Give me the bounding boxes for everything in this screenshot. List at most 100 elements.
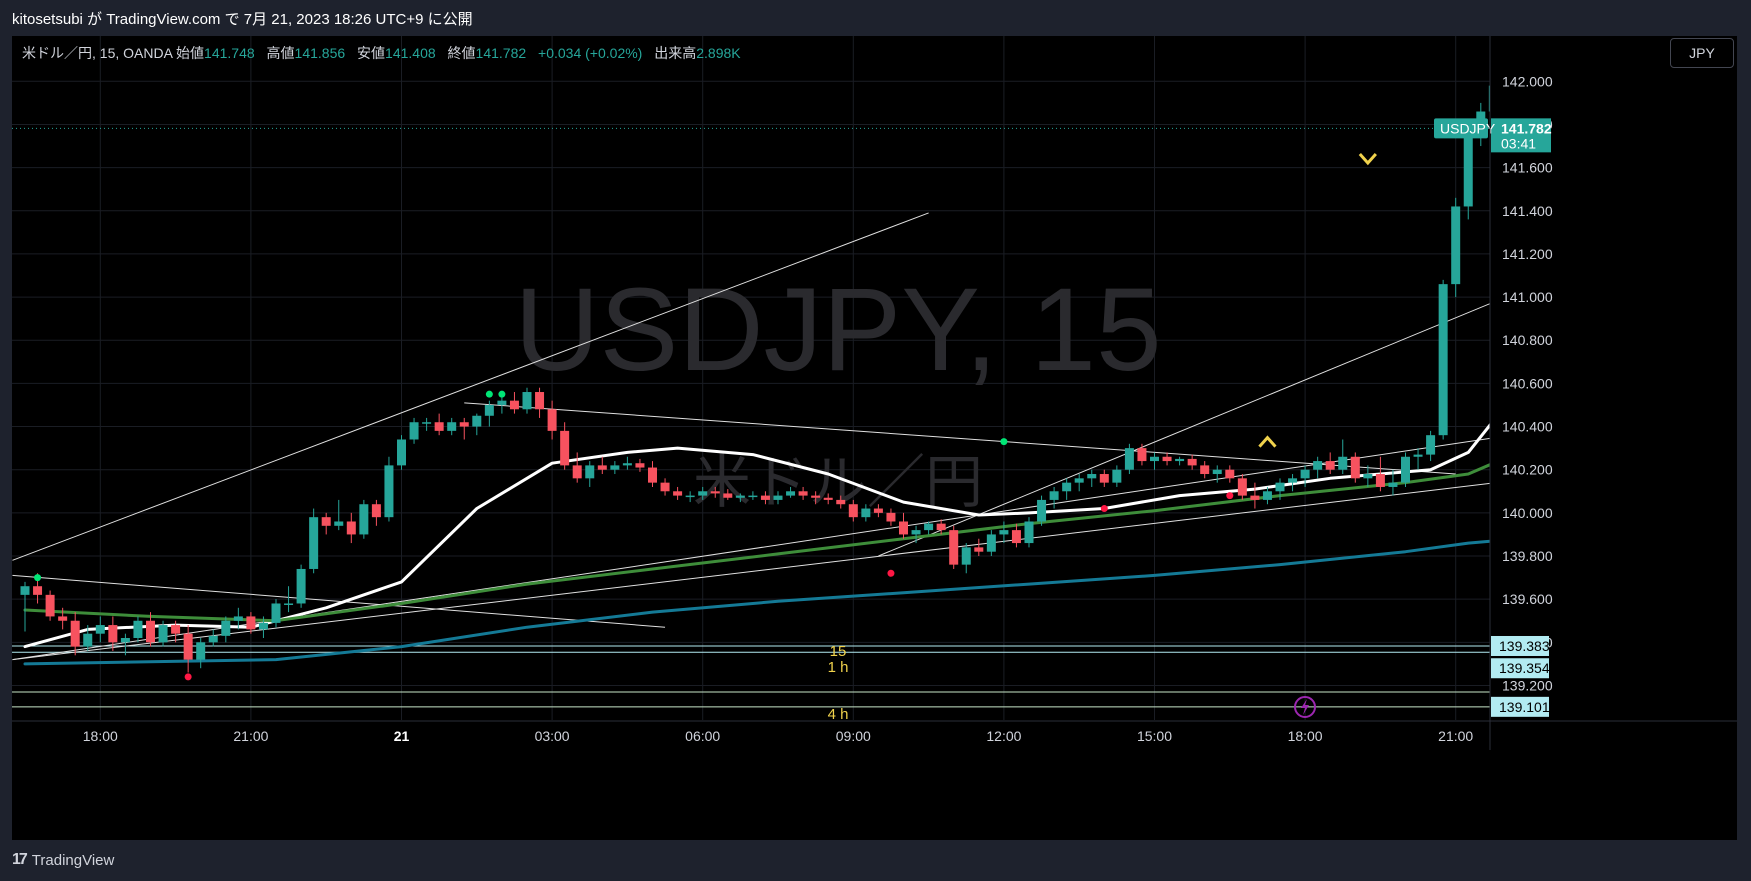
candle[interactable] [271, 599, 281, 628]
candle[interactable] [911, 525, 921, 544]
candle[interactable] [1375, 456, 1385, 492]
lightning-icon[interactable] [1294, 696, 1316, 718]
candle[interactable] [1463, 133, 1473, 220]
candle[interactable] [1250, 482, 1260, 509]
candle[interactable] [1049, 486, 1059, 509]
candle[interactable] [535, 387, 545, 418]
candle[interactable] [1137, 443, 1147, 466]
candle[interactable] [1187, 454, 1197, 470]
candle[interactable] [246, 612, 256, 634]
candle[interactable] [1350, 452, 1360, 483]
candle[interactable] [309, 508, 319, 574]
candle[interactable] [1011, 523, 1021, 548]
candle[interactable] [422, 417, 432, 431]
candle[interactable] [120, 633, 130, 656]
candle[interactable] [221, 616, 231, 643]
candle[interactable] [321, 512, 331, 535]
candle[interactable] [447, 417, 457, 436]
candle[interactable] [1225, 465, 1235, 483]
candle[interactable] [572, 452, 582, 483]
candle[interactable] [20, 581, 30, 632]
candle[interactable] [848, 499, 858, 522]
candle[interactable] [1313, 456, 1323, 479]
candle[interactable] [258, 616, 268, 639]
candle[interactable] [899, 512, 908, 539]
candle[interactable] [710, 486, 720, 498]
candle[interactable] [1325, 452, 1335, 475]
candle[interactable] [1124, 443, 1134, 475]
candle[interactable] [999, 521, 1009, 544]
chart-panel[interactable] [12, 36, 1737, 840]
candle[interactable] [459, 417, 469, 440]
tradingview-logo[interactable]: 17 TradingView [12, 851, 114, 869]
candle[interactable] [1426, 430, 1436, 462]
candle[interactable] [585, 461, 595, 487]
candle[interactable] [786, 486, 796, 498]
candle[interactable] [673, 486, 683, 500]
candle[interactable] [1338, 439, 1348, 475]
trend-line[interactable] [12, 212, 929, 561]
candle[interactable] [284, 586, 294, 613]
candle[interactable] [773, 491, 783, 505]
candle[interactable] [95, 616, 105, 643]
candle[interactable] [1237, 474, 1247, 500]
symbol-badge[interactable] [1434, 118, 1488, 139]
candle[interactable] [522, 387, 532, 414]
candle[interactable] [1200, 461, 1210, 479]
candle[interactable] [610, 461, 620, 475]
candle[interactable] [698, 486, 708, 500]
candle[interactable] [986, 530, 996, 557]
candle[interactable] [798, 486, 808, 500]
moving-average-line[interactable] [23, 537, 1544, 666]
trend-line[interactable] [878, 271, 1568, 557]
currency-button[interactable]: JPY [1670, 38, 1734, 68]
candle[interactable] [861, 504, 871, 522]
candle[interactable] [1288, 474, 1298, 492]
candle[interactable] [1099, 469, 1109, 487]
candle[interactable] [836, 495, 846, 509]
candle[interactable] [823, 493, 833, 505]
candle[interactable] [434, 413, 444, 436]
candle[interactable] [58, 607, 68, 630]
candle[interactable] [83, 625, 93, 651]
level-price-badge[interactable] [1491, 696, 1549, 717]
candle[interactable] [1024, 517, 1034, 548]
level-price-badge[interactable] [1491, 658, 1549, 679]
candle[interactable] [622, 456, 632, 470]
candle[interactable] [1488, 85, 1498, 138]
candle[interactable] [1363, 465, 1373, 487]
candle[interactable] [397, 435, 406, 470]
trend-line[interactable] [464, 402, 1456, 475]
candle[interactable] [371, 499, 381, 526]
candle[interactable] [886, 508, 896, 526]
candle[interactable] [1401, 452, 1410, 487]
candle[interactable] [1413, 448, 1423, 470]
candle[interactable] [233, 607, 243, 630]
candle[interactable] [196, 638, 206, 669]
candle[interactable] [748, 491, 758, 500]
candle[interactable] [472, 413, 482, 436]
candle[interactable] [1162, 452, 1172, 466]
candle[interactable] [723, 489, 733, 500]
candle[interactable] [547, 400, 557, 440]
candle[interactable] [1112, 465, 1122, 487]
candle[interactable] [171, 620, 181, 643]
candle[interactable] [1451, 197, 1461, 298]
candle[interactable] [359, 499, 369, 539]
legend-symbol[interactable]: 米ドル／円, 15, OANDA [22, 45, 173, 61]
candle[interactable] [1175, 456, 1185, 466]
last-price-badge[interactable] [1491, 118, 1551, 153]
candle[interactable] [1150, 452, 1159, 470]
candle[interactable] [961, 543, 971, 574]
candle[interactable] [974, 538, 984, 557]
candle[interactable] [1300, 465, 1310, 487]
candle[interactable] [648, 461, 657, 487]
candle[interactable] [760, 491, 770, 505]
candle[interactable] [346, 512, 356, 544]
trend-line[interactable] [12, 574, 666, 628]
trend-line[interactable] [12, 474, 1568, 661]
candle[interactable] [1388, 469, 1398, 496]
candle[interactable] [146, 612, 155, 647]
candle[interactable] [936, 519, 946, 535]
candle[interactable] [660, 478, 670, 496]
